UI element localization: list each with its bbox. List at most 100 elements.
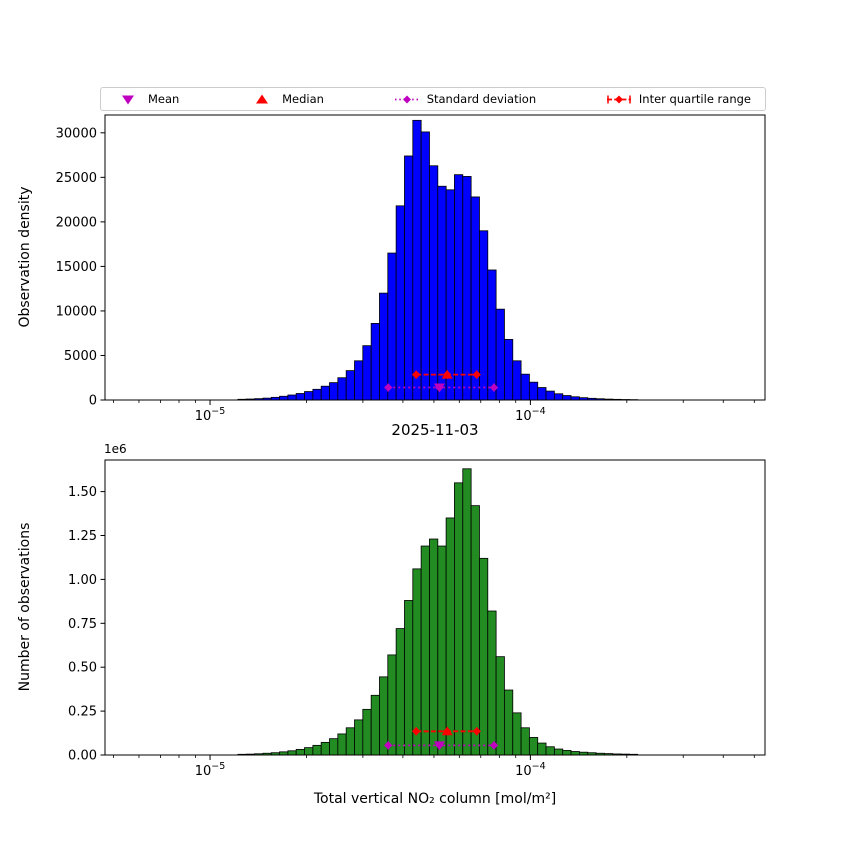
legend-item-std-dev: Standard deviation [394,91,536,107]
histogram-bar [445,189,455,401]
y-tick-label: 1.50 [68,485,97,500]
std-dev-range-marker [489,383,499,392]
histogram-bar [462,176,472,401]
y-tick-label: 1.25 [68,529,97,544]
histogram-bar [279,395,289,401]
histogram-bar [487,610,497,756]
std-dev-range-marker [384,741,393,750]
histogram-bar [562,750,572,756]
histogram-bar [462,468,472,756]
y-tick-label: 1.00 [68,573,97,588]
legend-item-median: Median [249,91,324,107]
iqr-range-marker [472,727,481,736]
histogram-bar [445,517,455,756]
histogram-bar [562,395,572,401]
histogram-bar [395,628,405,756]
histogram-bar [354,719,364,756]
triangle-up-glyph [256,94,269,104]
median-marker-icon [256,94,269,104]
histogram-bar [387,654,397,756]
histogram-bar [528,737,539,756]
iqr-range-marker [411,727,421,736]
histogram-bar [370,694,380,756]
histogram-bar [570,751,580,756]
histogram-bar [412,119,422,401]
x-tick-label: 10−4 [515,761,546,779]
legend: Mean Median Standard deviation Inter qua… [100,87,766,111]
x-axis-label: Total vertical NO₂ column [mol/m²] [313,791,557,807]
histogram-bar [337,377,347,401]
histogram-bar [329,738,339,756]
histogram-bar [495,656,505,756]
histogram-bar [512,712,522,756]
median-marker [441,726,453,736]
histogram-bar [304,747,314,756]
histogram-bar [554,748,564,756]
histogram-bar [495,308,505,401]
x-tick-label: 10−4 [515,406,546,424]
histogram-bar [404,155,414,401]
histogram-bar [395,205,405,401]
triangle-down-glyph [122,95,134,105]
iqr-range-marker [472,370,481,379]
histogram-bar [312,388,322,401]
y-tick-label: 20000 [56,215,97,230]
histogram-bar [287,750,297,756]
histogram-bar [512,360,522,401]
histogram-bar [454,174,464,401]
std-dev-range-marker [384,383,393,392]
histogram-bar [320,741,330,756]
y-axis-offset-label: 1e6 [104,442,127,456]
legend-label-median: Median [282,92,324,106]
std-dev-marker-icon [394,95,419,104]
y-tick-label: 0 [89,394,97,409]
histogram-bar [504,339,514,401]
diamond-glyph [614,95,623,104]
axes-frame [104,114,766,401]
histogram-bar [337,733,347,756]
subplot-title: 2025-11-03 [391,421,479,439]
y-tick-label: 0.00 [68,749,97,764]
histogram-bar [520,373,530,401]
histogram-bar [554,393,564,401]
axes-frame [104,459,766,756]
histogram-bar [479,557,489,756]
histogram-bar [429,165,439,401]
y-tick-label: 10000 [56,304,97,319]
histogram-bar [379,292,389,401]
histogram-bar [362,345,372,401]
histogram-bar [545,746,555,756]
histogram-bar [537,742,547,756]
bottom-y-axis-label: Number of observations [17,522,33,692]
histogram-bar [362,708,372,756]
legend-item-iqr: Inter quartile range [606,91,751,107]
histogram-bar [404,600,414,756]
y-tick-label: 15000 [56,260,97,275]
diamond-glyph [402,95,411,104]
y-tick-label: 25000 [56,171,97,186]
top-y-axis-label: Observation density [17,186,33,328]
mean-marker-icon [122,95,134,105]
histogram-bar [487,269,497,401]
x-tick-label: 10−5 [195,761,226,779]
x-tick-label: 10−5 [195,406,226,424]
histogram-bar [370,323,380,401]
y-tick-label: 0.25 [68,705,97,720]
legend-label-mean: Mean [148,92,180,106]
histogram-bar [345,727,355,756]
histogram-bar [295,393,305,401]
y-tick-label: 30000 [56,126,97,141]
legend-label-iqr: Inter quartile range [638,92,751,106]
histogram-bar [470,196,480,401]
legend-item-mean: Mean [115,91,179,107]
histogram-bar [429,538,439,756]
histogram-bar [354,360,364,401]
y-tick-label: 0.50 [68,661,97,676]
histogram-bar [537,387,547,401]
histogram-bar [520,727,530,756]
histogram-bar [420,545,430,756]
histogram-bar [329,382,339,401]
median-marker [441,369,453,379]
